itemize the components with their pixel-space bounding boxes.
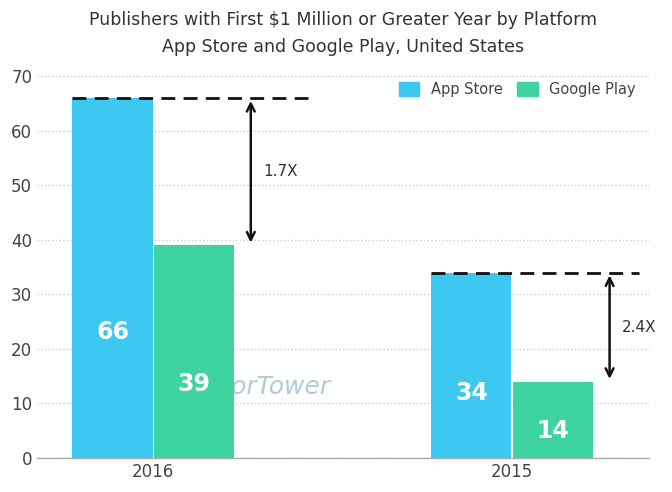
Bar: [513, 382, 593, 458]
Text: •: •: [121, 378, 131, 397]
Text: SensorTower: SensorTower: [172, 375, 331, 400]
Bar: [73, 98, 153, 458]
Text: 34: 34: [455, 381, 488, 405]
Legend: App Store, Google Play: App Store, Google Play: [393, 77, 642, 103]
Text: 2.4X: 2.4X: [622, 320, 657, 335]
Text: 14: 14: [536, 419, 569, 443]
Text: 39: 39: [177, 371, 210, 396]
Bar: [431, 273, 511, 458]
Title: Publishers with First $1 Million or Greater Year by Platform
App Store and Googl: Publishers with First $1 Million or Grea…: [89, 11, 597, 56]
Text: 1.7X: 1.7X: [263, 164, 298, 179]
Text: 66: 66: [96, 320, 129, 344]
Bar: [154, 246, 234, 458]
